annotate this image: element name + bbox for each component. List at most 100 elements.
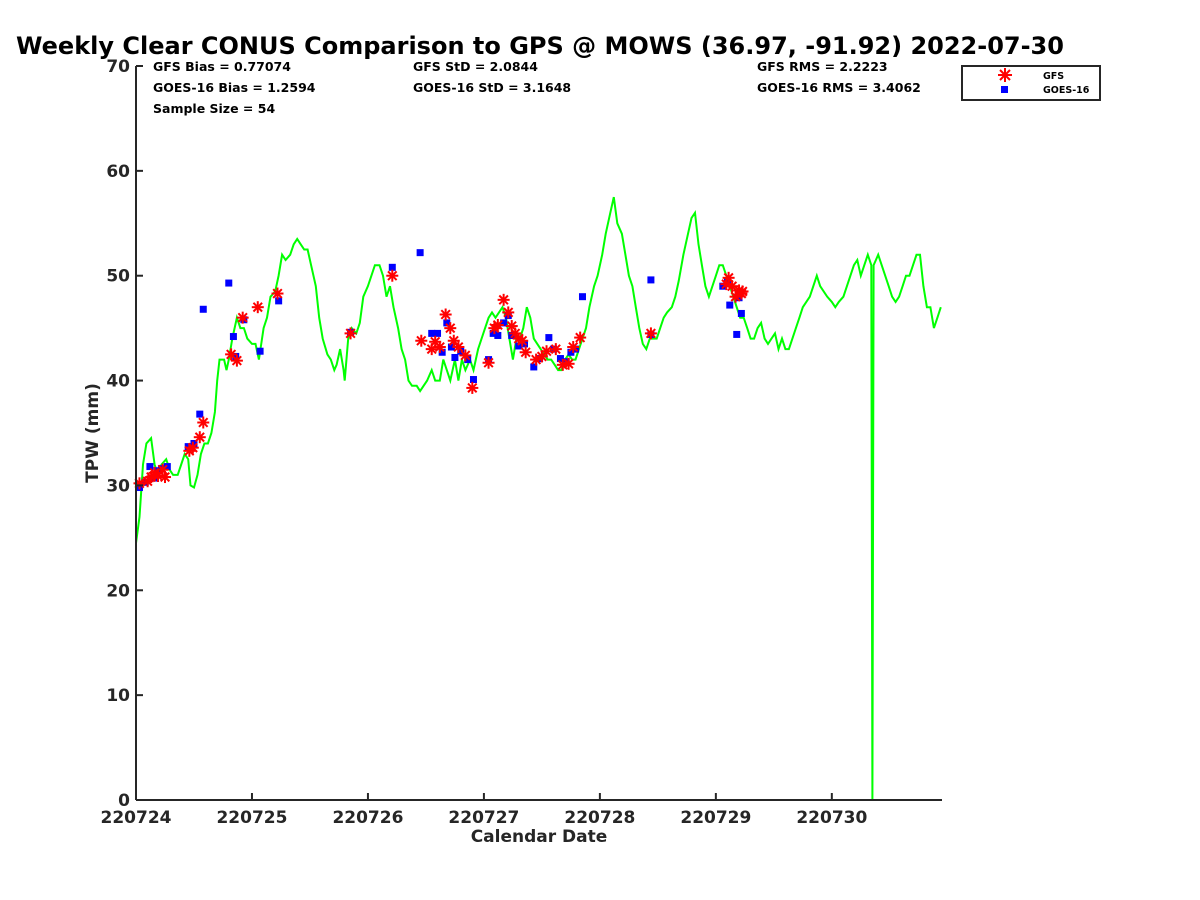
x-tick-label: 220728 (564, 808, 635, 828)
goes-bias-text: GOES-16 Bias = 1.2594 (153, 80, 316, 95)
y-tick-label: 20 (106, 581, 130, 601)
goes16-point (146, 463, 154, 471)
goes16-point (578, 293, 586, 301)
y-ticks: 0 10 20 30 40 50 60 70 (106, 57, 143, 811)
x-tick-label: 220726 (332, 808, 403, 828)
goes16-point (500, 319, 508, 327)
x-ticks: 220724 220725 220726 220727 220728 220729 2207… (101, 793, 867, 828)
goes16-point (416, 249, 424, 257)
gfs-point (502, 306, 515, 319)
gfs-rms-text: GFS RMS = 2.2223 (757, 59, 888, 74)
goes16-point (726, 301, 734, 309)
chart-title: Weekly Clear CONUS Comparison to GPS @ M… (16, 32, 1064, 60)
gfs-std-text: GFS StD = 2.0844 (413, 59, 538, 74)
x-tick-label: 220729 (680, 808, 751, 828)
goes16-point (469, 376, 477, 384)
gfs-bias-text: GFS Bias = 0.77074 (153, 59, 291, 74)
gfs-point (497, 293, 510, 306)
goes16-point (256, 347, 264, 355)
legend-goes-marker (1001, 86, 1008, 93)
plot-area (133, 196, 942, 801)
gfs-point (447, 334, 460, 347)
goes16-point (438, 348, 446, 356)
goes16-point (451, 354, 459, 362)
gfs-point (567, 341, 580, 354)
gfs-point (439, 308, 452, 321)
goes16-point (199, 305, 207, 313)
goes16-point (556, 355, 564, 363)
y-axis-label: TPW (mm) (83, 383, 103, 483)
y-tick-label: 10 (106, 686, 130, 706)
goes16-point (737, 309, 745, 317)
goes-std-text: GOES-16 StD = 3.1648 (413, 80, 571, 95)
legend-goes-label: GOES-16 (1043, 85, 1090, 96)
y-tick-label: 30 (106, 476, 130, 496)
x-tick-label: 220725 (216, 808, 287, 828)
gfs-point (459, 349, 472, 362)
gfs-point (736, 285, 749, 298)
gfs-point (516, 334, 529, 347)
goes16-point (494, 331, 502, 339)
gfs-point (236, 311, 249, 324)
legend-box (961, 65, 1101, 101)
stats-annotations: GFS Bias = 0.77074 GOES-16 Bias = 1.2594… (153, 59, 921, 116)
legend-gfs-marker (998, 68, 1012, 82)
gfs-point (519, 346, 532, 359)
goes16-point (229, 333, 237, 341)
goes16-point (225, 279, 233, 287)
y-tick-label: 50 (106, 267, 130, 287)
goes16-point (434, 329, 442, 337)
goes16-point (567, 348, 575, 356)
gfs-point (491, 318, 504, 331)
goes16-point (515, 342, 523, 350)
gfs-point (197, 416, 210, 429)
goes16-point (232, 352, 240, 360)
axes: 220724 220725 220726 220727 220728 220729 2207… (101, 57, 942, 828)
gfs-point (482, 356, 495, 369)
y-tick-label: 60 (106, 162, 130, 182)
gfs-point (386, 269, 399, 282)
goes16-point (530, 363, 538, 371)
goes16-point (428, 329, 436, 337)
gfs-point (193, 431, 206, 444)
gfs-point (452, 341, 465, 354)
sample-size-text: Sample Size = 54 (153, 101, 275, 116)
gfs-point (433, 341, 446, 354)
gfs-point (251, 301, 264, 314)
x-axis-label: Calendar Date (471, 827, 608, 847)
goes16-point (196, 410, 204, 418)
goes16-point (733, 330, 741, 338)
gfs-point (644, 327, 657, 340)
y-tick-label: 70 (106, 57, 130, 77)
gfs-point (415, 334, 428, 347)
gfs-point (444, 322, 457, 335)
gfs-point (562, 357, 575, 370)
y-tick-label: 0 (118, 791, 130, 811)
goes16-point (447, 343, 455, 351)
goes16-point (545, 334, 553, 342)
gfs-point (344, 327, 357, 340)
legend: GFS GOES-16 (961, 65, 1101, 101)
x-tick-label: 220730 (796, 808, 867, 828)
goes16-point (457, 347, 465, 355)
goes16-point (647, 276, 655, 284)
goes16-point (163, 463, 171, 471)
gfs-point (540, 345, 553, 358)
legend-gfs-label: GFS (1043, 71, 1064, 82)
goes16-point (489, 329, 497, 337)
gfs-point (271, 287, 284, 300)
goes16-point (275, 297, 283, 305)
goes16-point (443, 319, 451, 327)
gfs-point (574, 331, 587, 344)
y-tick-label: 40 (106, 372, 130, 392)
goes16-point (464, 356, 472, 364)
goes-rms-text: GOES-16 RMS = 3.4062 (757, 80, 921, 95)
gfs-point (549, 343, 562, 356)
goes16-point (184, 443, 192, 451)
gfs-point (230, 354, 243, 367)
goes16-point (735, 294, 743, 302)
goes16-point (723, 277, 731, 285)
gfs-point (158, 471, 171, 484)
gfs-point (466, 381, 479, 394)
